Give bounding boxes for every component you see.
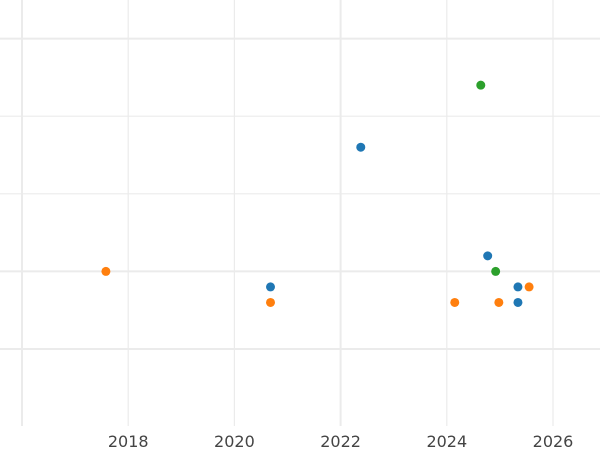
x-tick-label: 2024 bbox=[426, 432, 467, 450]
data-point bbox=[450, 297, 460, 307]
data-point bbox=[356, 142, 366, 152]
x-axis-ticks: 2018 2020 2022 2024 2026 bbox=[108, 432, 574, 450]
data-point bbox=[476, 80, 486, 90]
data-point bbox=[483, 251, 493, 261]
data-point bbox=[491, 266, 501, 276]
data-points bbox=[101, 80, 534, 307]
x-tick-label: 2018 bbox=[108, 432, 149, 450]
data-point bbox=[494, 297, 504, 307]
grid bbox=[0, 0, 600, 426]
x-tick-label: 2020 bbox=[214, 432, 255, 450]
x-tick-label: 2026 bbox=[533, 432, 574, 450]
data-point bbox=[266, 282, 276, 292]
data-point bbox=[513, 282, 523, 292]
x-tick-label: 2022 bbox=[320, 432, 361, 450]
data-point bbox=[266, 297, 276, 307]
data-point bbox=[513, 297, 523, 307]
data-point bbox=[524, 282, 534, 292]
data-point bbox=[101, 266, 111, 276]
